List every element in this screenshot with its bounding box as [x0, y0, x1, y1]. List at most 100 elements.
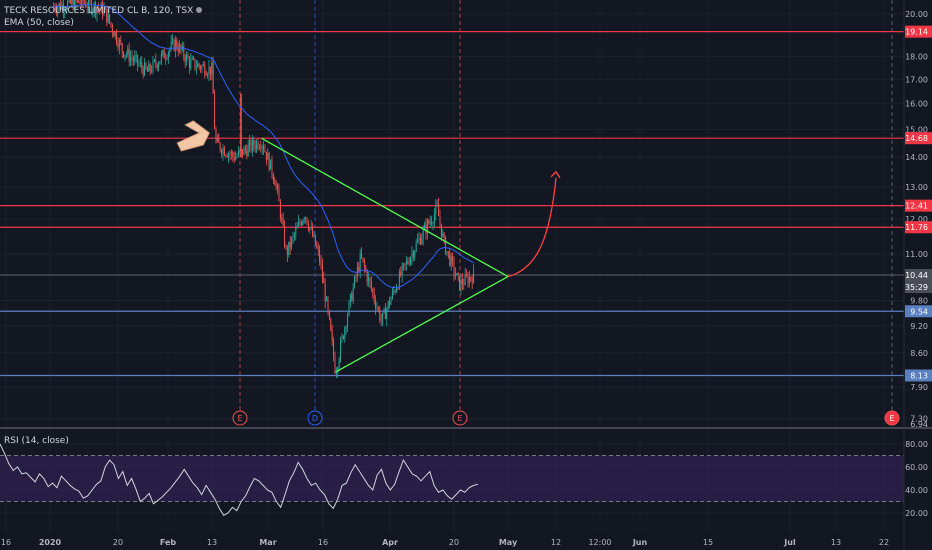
- candle-body: [342, 335, 344, 339]
- candle-body: [57, 6, 59, 12]
- candle-body: [96, 8, 98, 15]
- candle-body: [285, 246, 287, 248]
- candle-body: [284, 224, 286, 247]
- candle-body: [333, 340, 335, 357]
- candle-body: [407, 261, 409, 264]
- ema-legend[interactable]: EMA (50, close): [4, 18, 74, 28]
- candle-body: [303, 218, 305, 221]
- candle-body: [463, 284, 465, 286]
- candle-body: [127, 48, 129, 55]
- event-marker-circle[interactable]: [884, 410, 900, 426]
- time-tick-label: Jun: [632, 538, 648, 547]
- rsi-tick-label: 60.00: [905, 463, 928, 472]
- candle-body: [197, 63, 199, 68]
- candle-body: [228, 153, 230, 158]
- candle-body: [256, 141, 258, 149]
- symbol-title[interactable]: TECK RESOURCES LIMITED CL B, 120, TSX: [4, 6, 203, 16]
- candle-body: [450, 255, 452, 266]
- price-tick-label: 8.60: [910, 349, 928, 358]
- rsi-legend[interactable]: RSI (14, close): [4, 436, 69, 446]
- rsi-tick-label: 40.00: [905, 486, 928, 495]
- rsi-axis[interactable]: 80.00 60.00 40.00 20.00: [905, 440, 928, 518]
- candle-body: [422, 229, 424, 239]
- price-axis[interactable]: 20.00 18.00 17.00 16.00 15.00 14.00 13.00 12.00…: [905, 10, 928, 429]
- candle-body: [440, 223, 442, 237]
- time-tick-label: Feb: [160, 538, 177, 547]
- candle-body: [411, 252, 413, 258]
- candle-body: [459, 276, 461, 290]
- event-marker-label: E: [889, 414, 894, 423]
- candle-body: [439, 216, 441, 224]
- price-tick-label: 17.00: [905, 75, 928, 84]
- candle-body: [445, 237, 447, 254]
- candle-body: [113, 32, 115, 37]
- candle-body: [102, 3, 104, 15]
- candle-body: [205, 74, 207, 76]
- event-marker-circle[interactable]: [232, 410, 248, 426]
- candle-body: [382, 312, 384, 321]
- candle-body: [403, 263, 405, 266]
- candle-body: [134, 56, 136, 61]
- price-tick-label: 18.00: [905, 52, 928, 61]
- candle-body: [117, 42, 119, 48]
- price-badge: [905, 221, 932, 234]
- status-dot-icon: [196, 7, 203, 13]
- candle-body: [396, 288, 398, 292]
- candle-body: [81, 0, 83, 4]
- candle-body: [160, 53, 162, 62]
- candle-body: [201, 65, 203, 70]
- candle-body: [421, 238, 423, 245]
- candle-body: [58, 3, 60, 7]
- candle-body: [327, 297, 329, 311]
- price-badge-label: 12.41: [905, 202, 928, 211]
- candle-body: [89, 0, 91, 2]
- candle-body: [69, 0, 71, 4]
- candle-body: [264, 150, 266, 152]
- price-badge-label: 8.13: [910, 371, 928, 380]
- candle-body: [368, 277, 370, 282]
- candle-body: [369, 277, 371, 283]
- candle-body: [317, 247, 319, 250]
- price-tick-label: 11.00: [905, 250, 928, 259]
- candle-body: [141, 62, 143, 69]
- candle-body: [429, 221, 431, 224]
- candle-body: [97, 8, 99, 10]
- candle-body: [131, 57, 133, 59]
- rsi-band: [0, 455, 904, 502]
- candle-body: [233, 156, 235, 161]
- candle-body: [412, 252, 414, 258]
- candle-body: [354, 276, 356, 288]
- event-marker-circle[interactable]: [452, 410, 468, 426]
- candle-body: [372, 288, 374, 293]
- candle-body: [191, 58, 193, 60]
- candle-body: [305, 217, 307, 219]
- rsi-tick-label: 20.00: [905, 509, 928, 518]
- candle-body: [244, 147, 246, 151]
- candle-body: [193, 58, 195, 60]
- candle-body: [235, 157, 237, 161]
- candle-body: [410, 257, 412, 265]
- time-axis[interactable]: 16 2020 20 Feb 13 Mar 16 Apr 20 May 12 12:00 Jun 15 Ju…: [1, 538, 889, 547]
- candle-body: [125, 54, 127, 56]
- event-marker-circle[interactable]: [307, 410, 323, 426]
- candle-body: [383, 308, 385, 313]
- candle-body: [443, 233, 445, 238]
- candle-body: [359, 253, 361, 272]
- time-tick-label: 20: [449, 538, 459, 547]
- candle-body: [436, 204, 438, 206]
- candle-body: [120, 39, 122, 44]
- candle-body: [428, 220, 430, 224]
- candle-body: [104, 8, 106, 10]
- candle-body: [274, 180, 276, 186]
- candle-body: [281, 218, 283, 219]
- price-badge-label: 19.14: [905, 28, 928, 37]
- candle-body: [390, 298, 392, 305]
- candle-body: [431, 221, 433, 224]
- candle-body: [123, 51, 125, 57]
- price-tick-label: 13.00: [905, 183, 928, 192]
- candle-body: [386, 308, 388, 320]
- rsi-line: [0, 443, 479, 516]
- candle-body: [188, 58, 190, 68]
